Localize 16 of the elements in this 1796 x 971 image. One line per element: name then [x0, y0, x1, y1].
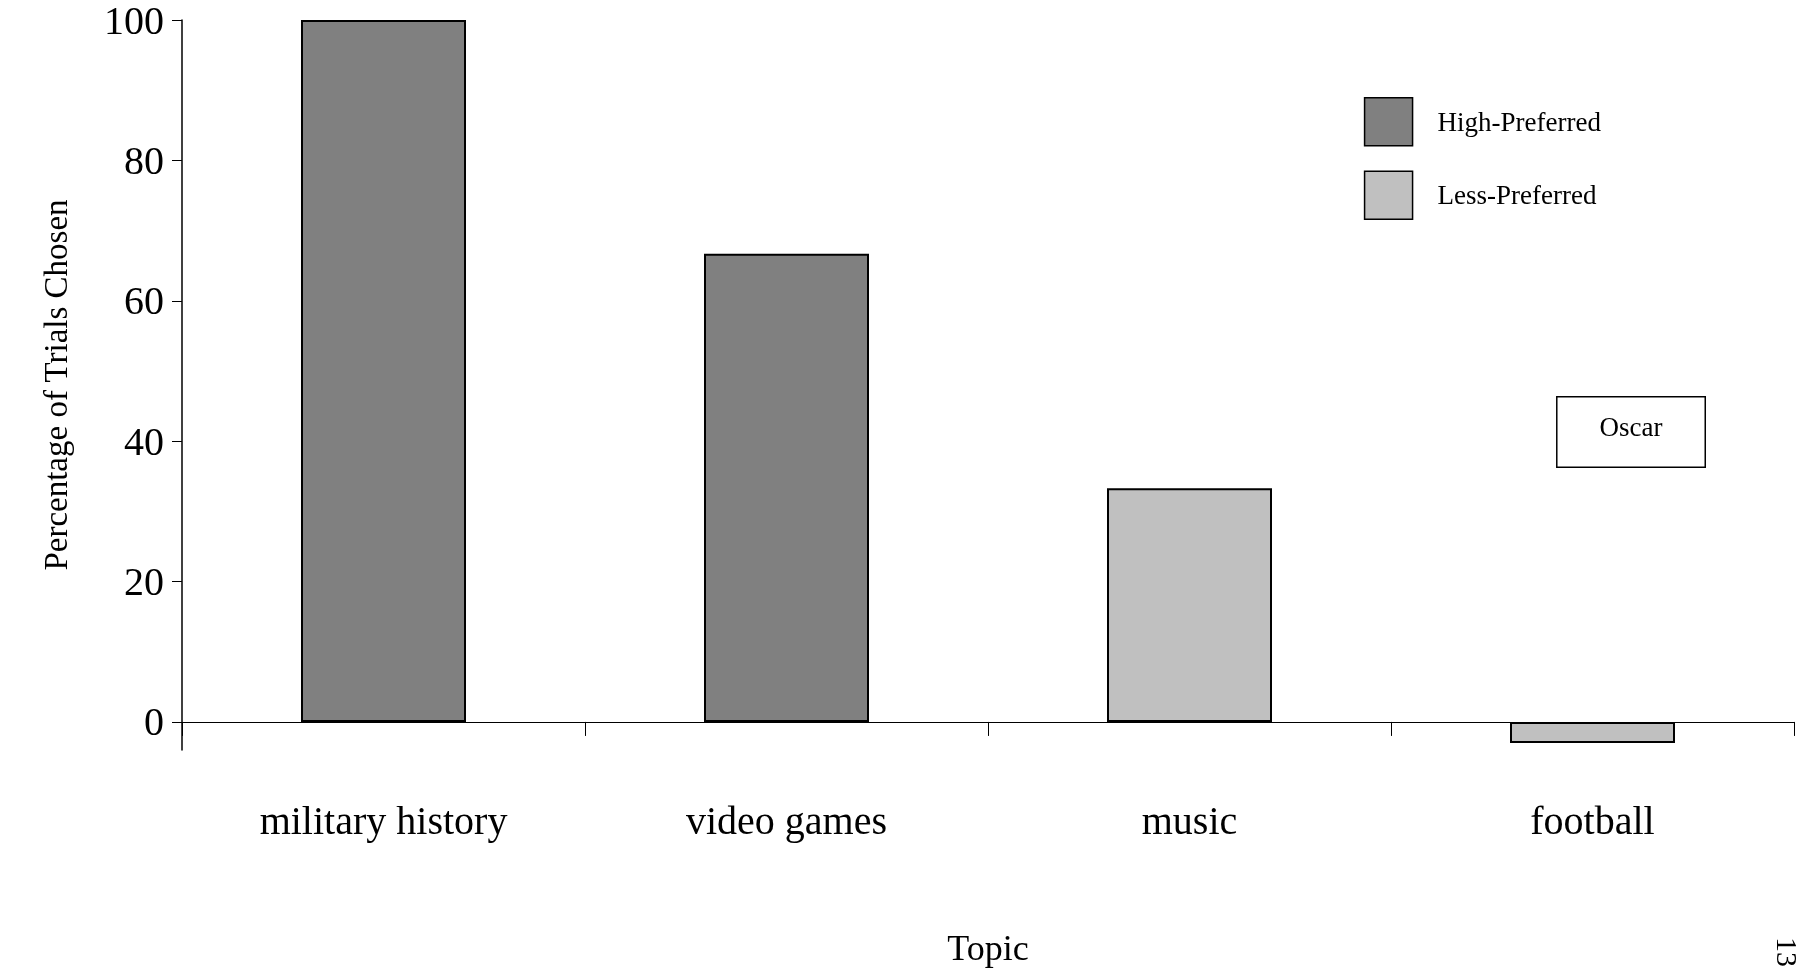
legend-label: Less-Preferred — [1437, 180, 1597, 211]
y-tick-label: 20 — [124, 559, 164, 605]
y-tick-label: 80 — [124, 137, 164, 183]
x-tick-label: music — [1141, 797, 1238, 843]
x-tick-label: military history — [259, 797, 508, 843]
y-tick-label: 0 — [144, 699, 164, 745]
x-tick-label: video games — [685, 797, 888, 843]
x-axis-title: Topic — [947, 928, 1029, 968]
legend-label: High-Preferred — [1437, 106, 1602, 137]
y-tick-label: 60 — [124, 278, 164, 324]
x-tick-label: football — [1530, 797, 1655, 843]
y-tick-label: 100 — [104, 0, 164, 43]
y-axis-title: Percentage of Trials Chosen — [37, 199, 74, 571]
text: 13 — [1770, 937, 1796, 967]
annotation: Oscar — [1599, 412, 1663, 442]
y-tick-label: 40 — [124, 418, 164, 464]
